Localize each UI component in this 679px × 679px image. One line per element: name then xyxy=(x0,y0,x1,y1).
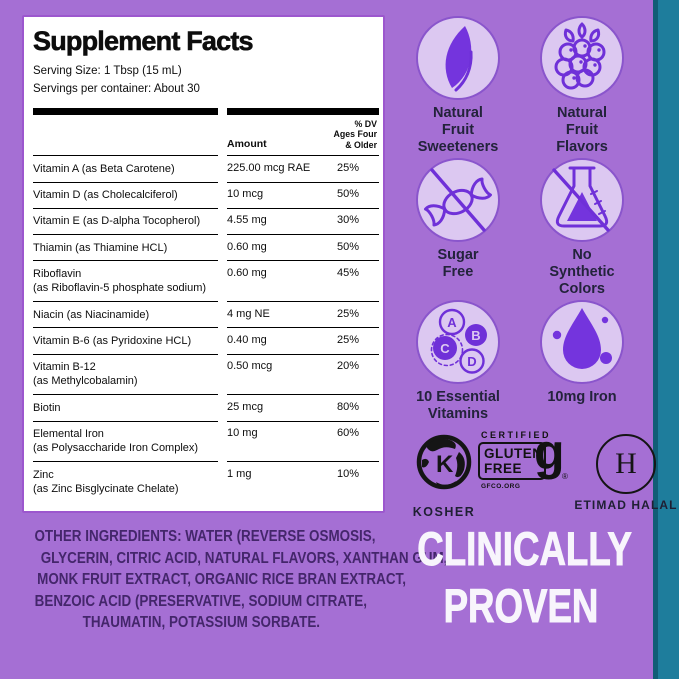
table-row: Riboflavin (as Riboflavin-5 phosphate sod… xyxy=(33,260,379,301)
feature-label: Sugar Free xyxy=(437,247,479,280)
feature-label: 10 Essential Vitamins xyxy=(416,389,500,422)
svg-text:D: D xyxy=(467,354,476,369)
no-sugar-icon xyxy=(416,158,500,242)
berry-icon xyxy=(540,16,624,100)
table-row: Vitamin B-6 (as Pyridoxine HCL) 0.40 mg 2… xyxy=(33,327,379,353)
feature-no-synthetic-colors: No Synthetic Colors xyxy=(520,158,644,298)
panel-title: Supplement Facts xyxy=(33,26,254,57)
table-row: Vitamin E (as D-alpha Tocopherol) 4.55 m… xyxy=(33,207,379,234)
halal-badge: H ETIMAD HALAL xyxy=(572,434,679,512)
table-row: Niacin (as Niacinamide) 4 mg NE 25% xyxy=(33,301,379,327)
serving-size: Serving Size: 1 Tbsp (15 mL) xyxy=(33,65,182,77)
certified-label: CERTIFIED xyxy=(481,430,552,440)
clinically-proven-claim: CLINICALLY PROVEN xyxy=(417,522,632,633)
table-row: Zinc (as Zinc Bisglycinate Chelate) 1 mg 1… xyxy=(33,461,379,502)
table-row: Vitamin A (as Beta Carotene) 225.00 mcg … xyxy=(33,155,379,181)
other-ingredients: OTHER INGREDIENTS: WATER (REVERSE OSMOSI… xyxy=(34,528,448,631)
leaf-icon xyxy=(416,16,500,100)
gluten-free-box: GLUTEN FREE xyxy=(478,442,546,481)
teal-edge-stripe xyxy=(653,0,679,679)
kosher-globe-icon: K xyxy=(416,434,472,490)
table-row: Biotin 25 mcg 80% xyxy=(33,394,379,420)
feature-label: No Synthetic Colors xyxy=(549,247,615,297)
halal-label: ETIMAD HALAL xyxy=(574,498,678,512)
feature-label: Natural Fruit Sweeteners xyxy=(417,105,499,155)
table-row: Vitamin D (as Cholecalciferol) 10 mcg 50% xyxy=(33,181,379,208)
svg-text:B: B xyxy=(471,328,480,343)
table-row: Elemental Iron (as Polysaccharide Iron Co… xyxy=(33,420,379,462)
table-row: Vitamin B-12 (as Methylcobalamin) 0.50 mc… xyxy=(33,353,379,395)
svg-text:C: C xyxy=(440,341,450,356)
feature-sugar-free: Sugar Free xyxy=(396,158,520,281)
kosher-label: KOSHER xyxy=(412,505,476,519)
iron-droplet-icon xyxy=(540,300,624,384)
gfco-org-label: GFCO.ORG xyxy=(481,483,521,491)
kosher-badge: K KOSHER xyxy=(408,432,480,519)
gfco-g-icon: g xyxy=(534,424,565,480)
table-header: Amount % DV Ages Four & Older xyxy=(33,107,379,156)
halal-monogram-icon: H xyxy=(596,434,656,494)
svg-text:K: K xyxy=(436,451,454,478)
no-flask-icon xyxy=(540,158,624,242)
supplement-facts-panel: Supplement Facts Serving Size: 1 Tbsp (1… xyxy=(22,15,385,513)
vitamins-abcd-icon: A B C D xyxy=(416,300,500,384)
feature-label: 10mg Iron xyxy=(547,389,617,405)
registered-mark: ® xyxy=(562,472,568,481)
feature-natural-fruit-flavors: Natural Fruit Flavors xyxy=(520,16,644,156)
feature-10mg-iron: 10mg Iron xyxy=(520,300,644,406)
gluten-free-badge: CERTIFIED GLUTEN FREE g ® GFCO.ORG xyxy=(478,424,573,510)
feature-natural-fruit-sweeteners: Natural Fruit Sweeteners xyxy=(396,16,520,156)
feature-label: Natural Fruit Flavors xyxy=(556,105,608,155)
svg-text:A: A xyxy=(447,315,457,330)
column-dv: % DV Ages Four & Older xyxy=(333,118,378,150)
feature-10-essential-vitamins: A B C D 10 Essential Vitamins xyxy=(396,300,520,423)
column-amount: Amount xyxy=(227,138,267,151)
table-row: Thiamin (as Thiamine HCL) 0.60 mg 50% xyxy=(33,234,379,260)
servings-per-container: Servings per container: About 30 xyxy=(33,82,200,95)
